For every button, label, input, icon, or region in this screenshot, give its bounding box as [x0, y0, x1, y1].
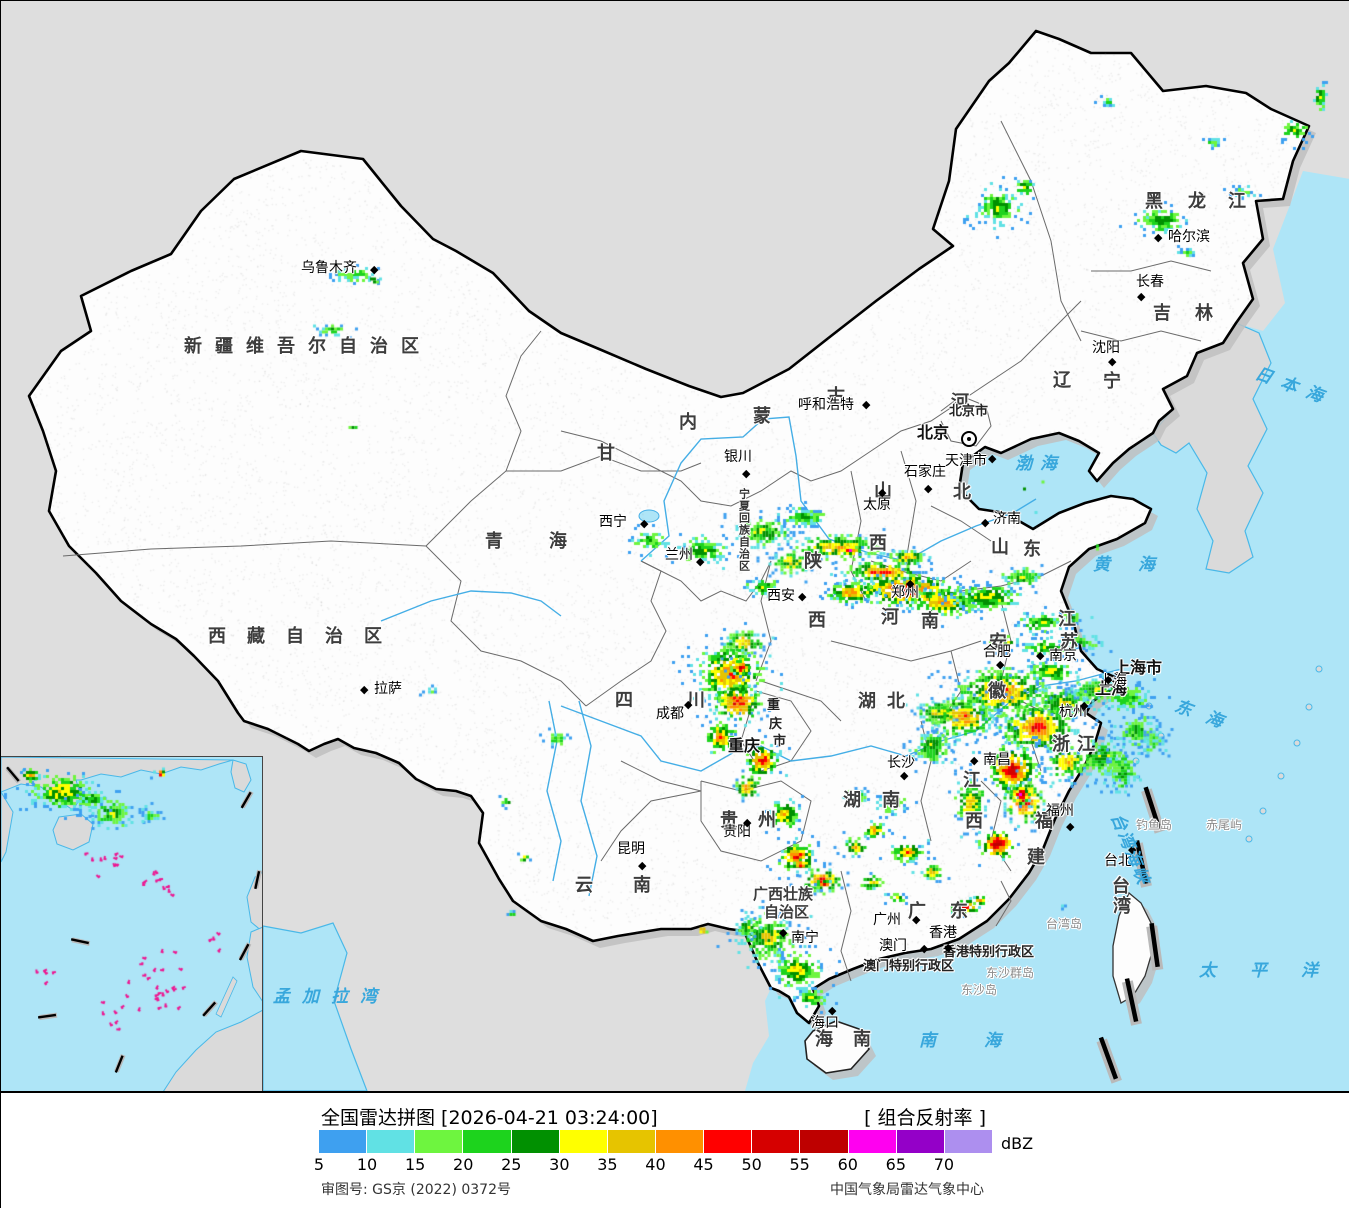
legend-color-cell: [704, 1130, 752, 1153]
unit-label: dBZ: [1001, 1134, 1034, 1153]
legend-tick-label: 50: [741, 1155, 762, 1174]
legend-color-cell: [319, 1130, 367, 1153]
legend-tick-label: 40: [645, 1155, 666, 1174]
legend-tick-label: 65: [885, 1155, 906, 1174]
legend-tick-label: 25: [501, 1155, 522, 1174]
inset-echo-layer: [1, 757, 262, 1091]
legend-color-cell: [655, 1130, 704, 1153]
legend-tick-label: 60: [837, 1155, 858, 1174]
legend-tick-label: 15: [404, 1155, 426, 1174]
legend-tick-label: 70: [933, 1155, 955, 1174]
color-scale-bar: [319, 1130, 992, 1153]
legend-color-cell: [848, 1130, 896, 1153]
credit-label: 中国气象局雷达气象中心: [830, 1182, 984, 1198]
legend-color-cell: [607, 1130, 655, 1153]
legend-color-cell: [463, 1130, 511, 1153]
legend-color-cell: [944, 1130, 992, 1153]
legend-color-cell: [415, 1130, 463, 1153]
legend-panel: 全国雷达拼图 [2026-04-21 03:24:00] [ 组合反射率 ] d…: [1, 1093, 1349, 1209]
legend-tick-label: 10: [356, 1155, 378, 1174]
legend-tick-label: 5: [313, 1155, 325, 1174]
legend-tick-label: 35: [597, 1155, 618, 1174]
legend-tick-label: 45: [693, 1155, 714, 1174]
legend-color-cell: [752, 1130, 800, 1153]
legend-color-cell: [367, 1130, 415, 1153]
legend-tick-label: 55: [789, 1155, 810, 1174]
legend-color-cell: [800, 1130, 848, 1153]
legend-color-cell: [511, 1130, 559, 1153]
map-approval-number: 审图号: GS京 (2022) 0372号: [321, 1182, 511, 1198]
legend-tick-label: 20: [453, 1155, 474, 1174]
radar-map: 新疆维吾尔自治区 西藏自治区青海甘内蒙古山西河北山东河南陕西江苏安徽浙江湖北湖南江…: [1, 1, 1349, 1093]
product-label: [ 组合反射率 ]: [864, 1107, 986, 1129]
legend-color-cell: [896, 1130, 944, 1153]
map-title: 全国雷达拼图 [2026-04-21 03:24:00]: [321, 1107, 658, 1129]
south-china-sea-inset-map: [1, 756, 263, 1091]
legend-tick-label: 30: [549, 1155, 570, 1174]
legend-color-cell: [559, 1130, 607, 1153]
